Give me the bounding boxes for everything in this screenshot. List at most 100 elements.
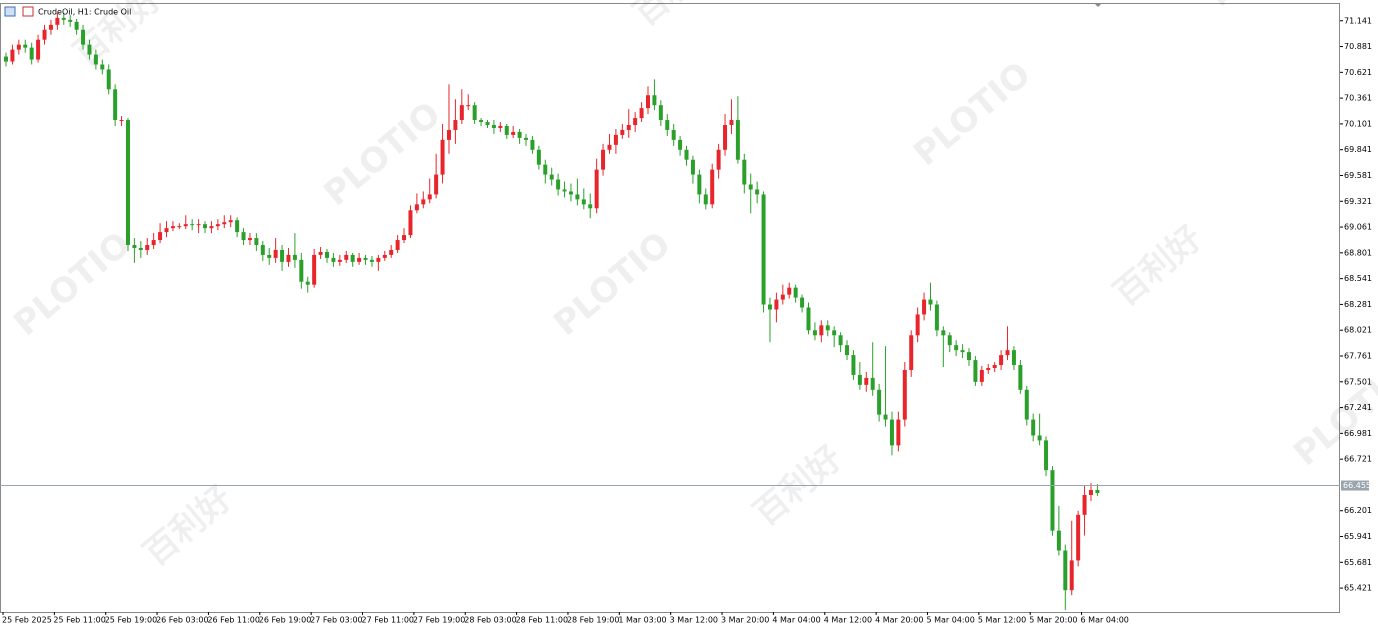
candle-body: [23, 44, 28, 48]
candle-body: [716, 149, 721, 170]
shift-marker: [1094, 3, 1102, 7]
candle-body: [549, 174, 554, 180]
candle-body: [710, 169, 715, 205]
candle-body: [36, 39, 41, 60]
candle-body: [928, 299, 933, 305]
candle-body: [755, 189, 760, 195]
candle-body: [729, 120, 734, 125]
candle-body: [459, 105, 464, 121]
candle-body: [440, 139, 445, 175]
candle-body: [331, 257, 336, 262]
candle-body: [119, 120, 124, 122]
candle-body: [774, 299, 779, 310]
x-tick-label: 25 Feb 11:00: [53, 616, 105, 625]
candle-body: [376, 257, 381, 262]
candle-body: [48, 24, 53, 30]
candle-body: [61, 17, 66, 20]
candle-body: [106, 69, 111, 90]
candle-body: [389, 249, 394, 255]
candle-body: [267, 254, 272, 258]
candle-body: [697, 174, 702, 195]
candle-body: [312, 254, 317, 285]
candle-body: [671, 129, 676, 140]
candle-body: [960, 350, 965, 353]
candle-body: [344, 254, 349, 260]
candle-body: [151, 240, 156, 246]
candle-body: [414, 204, 419, 211]
candle-body: [286, 254, 291, 262]
candle-body: [787, 287, 792, 295]
candle-body: [138, 247, 143, 250]
candle-body: [427, 194, 432, 200]
y-tick-label: 65.941: [1344, 532, 1372, 541]
candle-body: [318, 251, 323, 255]
candle-body: [723, 124, 728, 150]
candle-body: [1076, 514, 1081, 561]
candle-body: [986, 368, 991, 370]
candle-body: [652, 95, 657, 106]
y-tick-label: 66.201: [1344, 506, 1372, 515]
candle-body: [780, 294, 785, 300]
candle-body: [491, 124, 496, 128]
x-tick-label: 3 Mar 12:00: [670, 616, 718, 625]
candle-body: [793, 287, 798, 298]
candle-body: [703, 194, 708, 205]
candle-body: [81, 29, 86, 45]
candle-body: [857, 374, 862, 385]
candle-body: [395, 240, 400, 250]
candle-body: [357, 257, 362, 262]
candle-body: [337, 259, 342, 262]
candle-body: [601, 149, 606, 170]
candle-body: [877, 389, 882, 415]
candle-body: [145, 245, 150, 250]
candle-body: [870, 377, 875, 390]
candle-body: [511, 131, 516, 135]
candle-body: [68, 19, 73, 22]
candle-body: [1024, 389, 1029, 420]
candle-body: [1011, 350, 1016, 366]
y-tick-label: 70.881: [1344, 42, 1372, 51]
x-tick-label: 5 Mar 12:00: [978, 616, 1026, 625]
candle-body: [29, 47, 34, 60]
candle-body: [498, 125, 503, 128]
candle-body: [472, 105, 477, 121]
x-tick-label: 26 Feb 03:00: [156, 616, 208, 625]
chart-title: CrudeOil, H1: Crude Oil: [38, 8, 131, 17]
candle-body: [581, 199, 586, 205]
candle-body: [241, 232, 246, 241]
candle-body: [1005, 350, 1010, 356]
y-tick-label: 68.801: [1344, 248, 1372, 257]
candle-body: [1095, 490, 1100, 493]
y-tick-label: 66.721: [1344, 455, 1372, 464]
candle-body: [177, 226, 182, 228]
candle-body: [87, 44, 92, 55]
candle-body: [934, 304, 939, 331]
candle-body: [575, 194, 580, 200]
candle-body: [832, 330, 837, 336]
candle-body: [517, 131, 522, 138]
x-tick-label: 4 Mar 20:00: [875, 616, 923, 625]
candle-body: [183, 224, 188, 227]
candle-body: [543, 164, 548, 175]
candle-body: [767, 304, 772, 310]
candle-body: [594, 169, 599, 209]
candle-body: [915, 314, 920, 336]
candle-body: [735, 120, 740, 160]
candle-body: [363, 257, 368, 260]
x-tick-label: 27 Feb 03:00: [310, 616, 362, 625]
candles: [4, 12, 1100, 611]
y-tick-label: 69.061: [1344, 223, 1372, 232]
candle-body: [42, 29, 47, 40]
x-tick-label: 28 Feb 11:00: [516, 616, 568, 625]
x-tick-label: 27 Feb 19:00: [413, 616, 465, 625]
candle-body: [402, 235, 407, 241]
x-tick-label: 25 Feb 19:00: [105, 616, 157, 625]
candle-body: [196, 224, 201, 226]
candle-body: [1063, 550, 1068, 591]
x-tick-label: 26 Feb 19:00: [259, 616, 311, 625]
price-label: 66.455: [1343, 481, 1371, 490]
candle-body: [992, 365, 997, 369]
candle-body: [536, 149, 541, 165]
candle-body: [280, 249, 285, 262]
candle-body: [55, 17, 60, 25]
